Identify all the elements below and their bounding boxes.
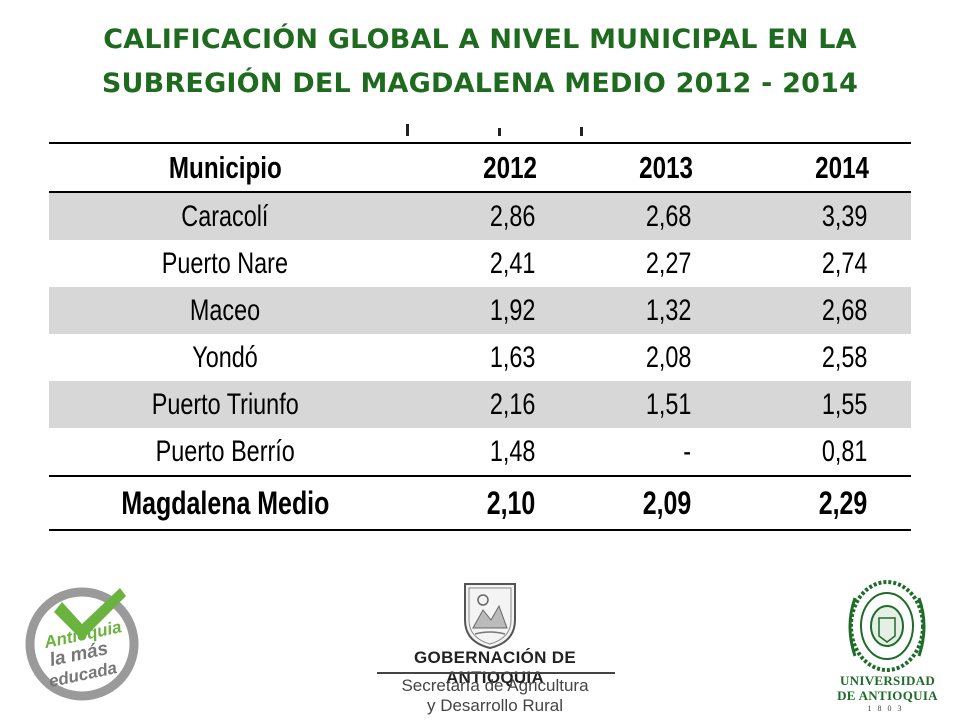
municipio-cell: Caracolí xyxy=(181,199,269,233)
score-2014-cell: 2,58 xyxy=(821,340,867,374)
score-2014-cell: 3,39 xyxy=(821,199,867,233)
column-header-municipio: Municipio xyxy=(168,149,282,185)
universidad-antioquia-logo: UNIVERSIDAD DE ANTIOQUIA 1803 xyxy=(835,578,940,713)
score-2014-cell: 0,81 xyxy=(821,434,867,468)
score-2014-cell: 2,68 xyxy=(821,293,867,327)
score-2013-cell: 1,51 xyxy=(645,387,691,421)
total-2013-cell: 2,09 xyxy=(642,484,691,521)
score-2014-cell: 2,74 xyxy=(821,246,867,280)
gobernacion-divider xyxy=(377,672,615,674)
column-header-2014: 2014 xyxy=(815,149,869,185)
gobernacion-antioquia-logo: GOBERNACIÓN DE ANTIOQUIA Secretaría de A… xyxy=(365,580,615,715)
udea-name-line-2: DE ANTIOQUIA xyxy=(837,688,938,703)
score-2013-cell: 2,27 xyxy=(645,246,691,280)
table-row: Maceo 1,92 1,32 2,68 xyxy=(49,287,911,334)
table-row: Puerto Triunfo 2,16 1,51 1,55 xyxy=(49,381,911,428)
column-header-2012: 2012 xyxy=(483,149,537,185)
municipio-cell: Puerto Nare xyxy=(161,246,289,280)
score-2013-cell: 1,32 xyxy=(645,293,691,327)
table-row: Puerto Nare 2,41 2,27 2,74 xyxy=(49,240,911,287)
antioquia-logo-mark: Antioquia la más educada xyxy=(25,587,139,701)
clipped-text-artifact xyxy=(400,124,600,138)
table-header-row: Municipio 2012 2013 2014 xyxy=(49,143,911,192)
score-2013-cell: 2,68 xyxy=(645,199,691,233)
udea-name-line-1: UNIVERSIDAD xyxy=(839,673,936,688)
total-label-cell: Magdalena Medio xyxy=(120,484,330,521)
table-total-row: Magdalena Medio 2,10 2,09 2,29 xyxy=(49,476,911,530)
table-row: Yondó 1,63 2,08 2,58 xyxy=(49,334,911,381)
municipio-cell: Maceo xyxy=(189,293,261,327)
score-2014-cell: 1,55 xyxy=(821,387,867,421)
coat-of-arms-icon xyxy=(464,583,516,650)
municipio-cell: Puerto Triunfo xyxy=(151,387,299,421)
score-2012-cell: 2,16 xyxy=(489,387,535,421)
score-2012-cell: 1,63 xyxy=(489,340,535,374)
udea-founding-year: 1803 xyxy=(867,704,908,713)
municipio-cell: Yondó xyxy=(192,340,258,374)
score-2012-cell: 2,86 xyxy=(489,199,535,233)
score-2012-cell: 2,41 xyxy=(489,246,535,280)
table-row: Caracolí 2,86 2,68 3,39 xyxy=(49,192,911,240)
udea-seal-icon xyxy=(848,580,926,672)
title-line-2: SUBREGIÓN DEL MAGDALENA MEDIO 2012 - 201… xyxy=(101,68,859,99)
municipal-scores-table: Municipio 2012 2013 2014 Caracolí 2,86 2… xyxy=(49,142,911,531)
total-2014-cell: 2,29 xyxy=(818,484,867,521)
page-title: CALIFICACIÓN GLOBAL A NIVEL MUNICIPAL EN… xyxy=(60,18,900,106)
antioquia-la-mas-educada-logo: Antioquia la más educada xyxy=(22,582,142,702)
secretaria-line-1: Secretaría de Agricultura xyxy=(401,676,589,695)
score-2012-cell: 1,48 xyxy=(489,434,535,468)
total-2012-cell: 2,10 xyxy=(486,484,535,521)
column-header-2013: 2013 xyxy=(639,149,693,185)
title-line-1: CALIFICACIÓN GLOBAL A NIVEL MUNICIPAL EN… xyxy=(103,24,857,55)
score-2013-cell: 2,08 xyxy=(645,340,691,374)
score-2013-cell: - xyxy=(683,434,691,468)
secretaria-line-2: y Desarrollo Rural xyxy=(426,696,564,715)
municipio-cell: Puerto Berrío xyxy=(155,434,295,468)
table-row: Puerto Berrío 1,48 - 0,81 xyxy=(49,428,911,476)
score-2012-cell: 1,92 xyxy=(489,293,535,327)
